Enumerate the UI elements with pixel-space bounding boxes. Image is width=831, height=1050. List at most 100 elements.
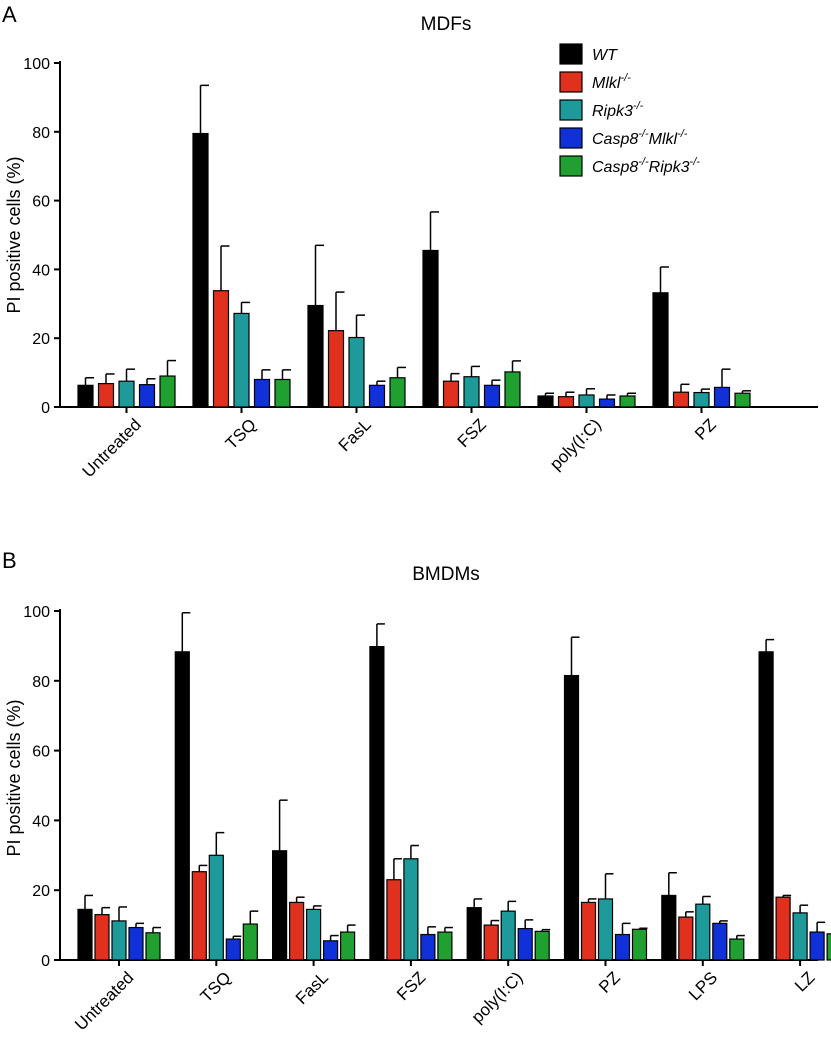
y-tick-label: 100 [23,604,50,621]
bar [272,850,288,961]
bar [729,938,745,961]
bar [386,879,402,961]
bar [504,371,521,408]
bar [340,931,356,961]
y-tick-label: 100 [23,56,50,73]
legend-swatch [559,43,583,65]
bar [323,940,339,961]
bar [174,651,190,961]
bar [111,920,127,961]
x-category-label: poly(I:C) [468,968,527,1027]
panel-a-ylabel: PI positive cells (%) [4,156,24,313]
bar [128,926,144,961]
x-category-label: Untreated [79,415,145,481]
x-category-label: TSQ [222,415,260,453]
bar [537,395,554,408]
y-tick-label: 0 [41,400,50,417]
bar [233,312,250,408]
x-category-label: FasL [292,968,332,1008]
bar [242,923,258,961]
y-tick-label: 20 [32,331,50,348]
bar [369,645,385,961]
bar [631,928,648,961]
bar [442,380,460,408]
bar [483,384,501,408]
bar [212,290,230,408]
legend-label: Mlkl-/- [592,72,631,92]
y-tick-label: 20 [32,883,50,900]
bar [517,927,533,961]
bar [368,384,386,408]
x-category-label: poly(I:C) [546,415,605,474]
bar [307,304,324,408]
bar [327,330,345,408]
x-category-label: FasL [335,415,375,455]
bar [713,386,731,408]
bar [437,931,453,961]
legend-label: WT [592,47,618,64]
panel-b-chart: 0 20 40 60 80 100 Untreated TSQ FasL FSZ poly(I:C)… [23,604,831,1034]
bar [94,914,110,961]
bar [614,933,631,961]
bar [77,384,94,408]
bar [274,378,291,408]
y-tick-label: 0 [41,953,50,970]
y-tick-label: 40 [32,813,50,830]
bar [826,933,831,961]
bar [597,898,614,961]
x-category-label: FSZ [393,968,429,1004]
x-category-label: PZ [595,968,624,997]
bar [253,378,271,408]
legend-label: Casp8-/-Mlkl-/- [592,128,688,148]
y-tick-label: 40 [32,262,50,279]
bar [775,896,791,961]
legend-swatch [559,127,583,149]
x-category-label: FSZ [454,415,490,451]
bar [403,858,419,961]
bar [138,384,156,408]
bar [712,922,728,961]
bar [159,375,176,408]
bar [578,394,595,408]
bar [758,651,774,961]
legend-label: Casp8-/-Ripk3-/- [592,156,700,176]
bar [289,901,305,961]
bar [693,391,710,408]
bar [500,910,516,961]
bar [483,924,499,961]
bar [191,871,207,961]
x-category-label: LPS [685,968,721,1004]
bar [348,336,365,408]
y-tick-label: 60 [32,194,50,211]
y-tick-label: 60 [32,744,50,761]
bar [422,249,439,408]
bar [97,383,115,408]
bar [678,916,694,961]
bar [557,396,575,408]
bar [389,377,406,408]
bar [652,292,669,408]
bar [145,932,161,961]
bar [306,908,322,961]
panel-a-chart: 0 20 40 60 80 100 Untreated TSQ FasL FSZ poly(I:C)… [23,56,818,481]
x-category-label: Untreated [71,968,137,1034]
bar [208,854,224,961]
bar [563,674,580,961]
legend-swatch [559,71,583,93]
bar [598,398,616,408]
bar [463,376,480,408]
bar [695,903,711,961]
bar [192,132,209,408]
bar [672,391,690,408]
bar [77,908,93,961]
panel-a-title: MDFs [421,14,472,35]
legend-swatch [559,99,583,121]
bar [792,912,808,961]
bar [534,930,550,961]
bar [619,395,636,408]
bar [466,907,482,961]
bar [734,392,751,408]
x-category-label: LZ [791,968,818,995]
